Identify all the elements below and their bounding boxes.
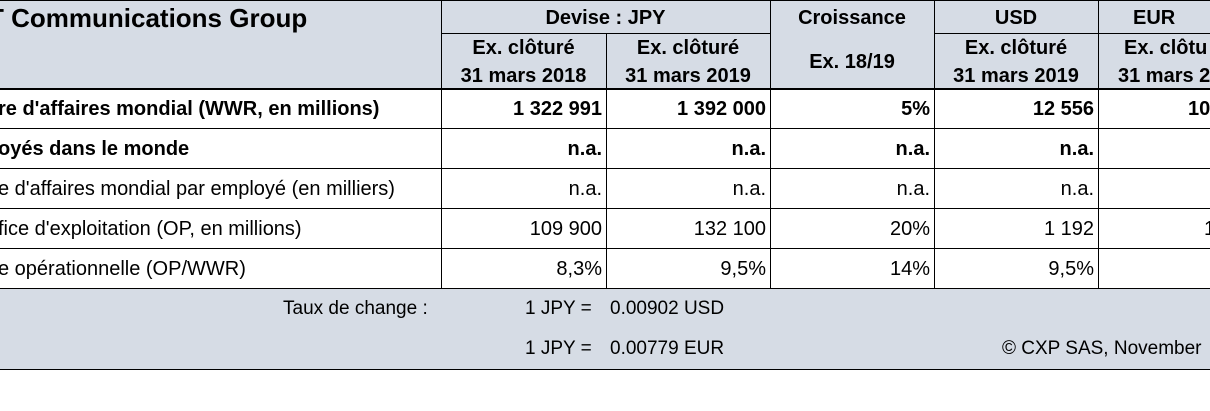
- grid-line: [0, 248, 1210, 249]
- row-label: oyés dans le monde: [0, 138, 190, 160]
- exchange-rate-usd-left: 1 JPY =: [525, 298, 592, 319]
- copyright-notice: © CXP SAS, November: [1002, 338, 1202, 359]
- exchange-rate-eur-left: 1 JPY =: [525, 338, 592, 359]
- row-label: re d'affaires mondial (WWR, en millions): [0, 98, 380, 120]
- grid-line: [0, 288, 1210, 289]
- header-jpy-2019-line1: Ex. clôturé: [636, 37, 740, 59]
- table-cell: n.a.: [896, 178, 930, 200]
- header-usd: USD: [994, 7, 1038, 29]
- header-currency-jpy: Devise : JPY: [545, 7, 666, 29]
- header-jpy-2018-line1: Ex. clôturé: [472, 37, 575, 59]
- row-label: e d'affaires mondial par employé (en mil…: [0, 178, 395, 200]
- header-growth-period: Ex. 18/19: [809, 51, 895, 73]
- exchange-rate-label: Taux de change :: [283, 298, 428, 319]
- row-label: fice d'exploitation (OP, en millions): [0, 218, 302, 240]
- header-eur-2019-line1: Ex. clôtu: [1124, 37, 1208, 59]
- table-cell: 1: [1204, 218, 1210, 240]
- grid-line: [934, 33, 1210, 34]
- table-cell: n.a.: [732, 178, 766, 200]
- table-cell: 8,3%: [556, 258, 602, 280]
- grid-line: [606, 33, 607, 289]
- table-cell: 12 556: [1032, 98, 1094, 120]
- table-cell: 20%: [889, 218, 930, 240]
- table-cell: n.a.: [1060, 178, 1094, 200]
- table-cell: 10: [1188, 98, 1210, 120]
- table-cell: 9,5%: [720, 258, 766, 280]
- table-cell: 14%: [889, 258, 930, 280]
- table-cell: n.a.: [895, 138, 930, 160]
- grid-line: [0, 208, 1210, 209]
- row-label: e opérationnelle (OP/WWR): [0, 258, 246, 280]
- table-cell: n.a.: [1059, 138, 1094, 160]
- grid-line: [441, 33, 770, 34]
- header-eur: EUR: [1133, 7, 1176, 29]
- header-usd-2019-line1: Ex. clôturé: [964, 37, 1068, 59]
- grid-line: [0, 88, 1210, 90]
- table-cell: 109 900: [529, 218, 602, 240]
- table-cell: 5%: [901, 98, 930, 120]
- table-header-background: [0, 0, 1210, 88]
- grid-line: [934, 0, 935, 289]
- grid-line: [770, 0, 771, 289]
- grid-line: [0, 168, 1210, 169]
- table-title: T Communications Group: [0, 3, 308, 33]
- header-jpy-2019-line2: 31 mars 2019: [625, 65, 751, 87]
- table-cell: 1 392 000: [677, 98, 766, 120]
- grid-line: [441, 0, 442, 289]
- header-growth: Croissance: [798, 7, 906, 29]
- grid-line: [1098, 0, 1099, 289]
- exchange-rate-eur-right: 0.00779 EUR: [610, 338, 725, 359]
- table-cell: n.a.: [567, 138, 602, 160]
- table-cell: 132 100: [693, 218, 766, 240]
- grid-line: [0, 0, 1210, 1]
- table-cell: n.a.: [568, 178, 602, 200]
- exchange-rate-usd-right: 0.00902 USD: [610, 298, 725, 319]
- header-jpy-2018-line2: 31 mars 2018: [460, 65, 587, 87]
- table-footer: [0, 289, 1210, 369]
- grid-line: [0, 128, 1210, 129]
- table-cell: 1 322 991: [513, 98, 602, 120]
- table-cell: 1 192: [1043, 218, 1094, 240]
- header-usd-2019-line2: 31 mars 2019: [953, 65, 1079, 87]
- header-eur-2019-line2: 31 mars 2: [1118, 65, 1210, 87]
- table-cell: n.a.: [731, 138, 766, 160]
- grid-line: [0, 369, 1210, 370]
- table-cell: 9,5%: [1048, 258, 1094, 280]
